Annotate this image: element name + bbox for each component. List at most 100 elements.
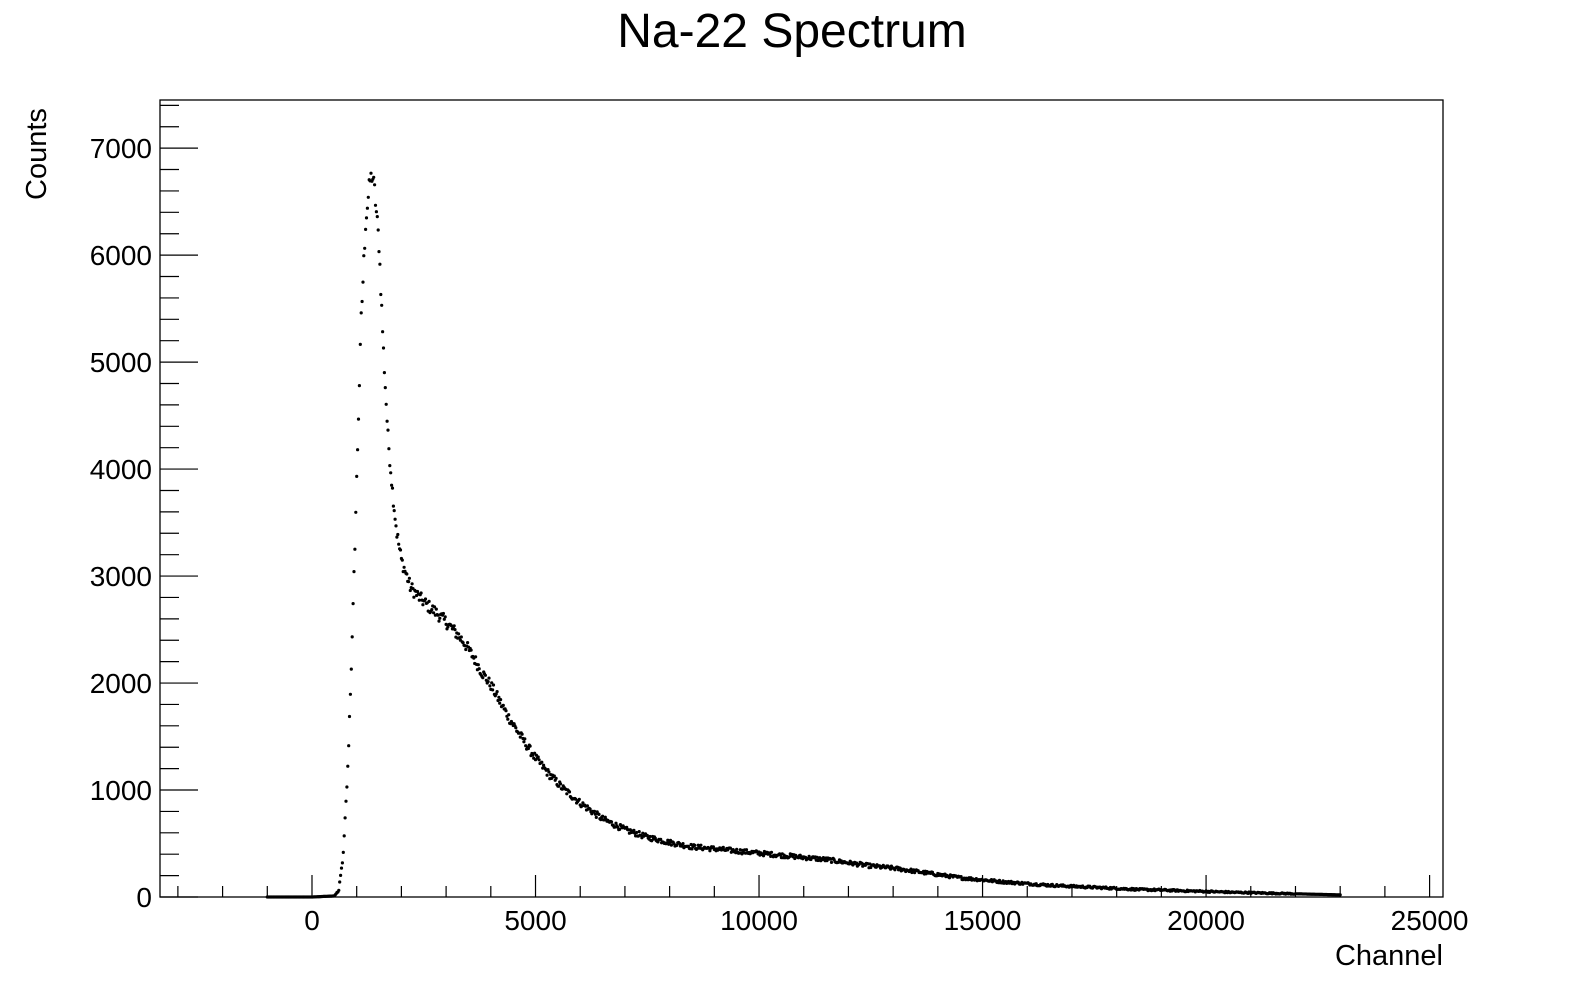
y-tick-label: 0 xyxy=(136,882,152,913)
data-point xyxy=(761,854,766,858)
data-point xyxy=(536,755,540,759)
data-point xyxy=(735,847,739,851)
y-tick-label: 6000 xyxy=(90,240,152,271)
data-point xyxy=(344,799,348,803)
data-point xyxy=(461,641,465,645)
data-point xyxy=(393,517,397,521)
data-point xyxy=(369,171,373,175)
data-point xyxy=(437,619,441,623)
data-point xyxy=(356,448,360,452)
data-point xyxy=(666,838,670,842)
data-point xyxy=(520,732,524,736)
data-point xyxy=(351,602,355,606)
data-point xyxy=(417,598,421,602)
data-point xyxy=(769,850,774,854)
data-point xyxy=(708,849,712,853)
data-point xyxy=(656,840,660,844)
y-tick-label: 1000 xyxy=(90,775,152,806)
x-tick-label: 20000 xyxy=(1167,905,1245,936)
y-axis-label: Counts xyxy=(21,108,53,200)
x-tick-label: 10000 xyxy=(720,905,798,936)
data-point xyxy=(496,698,500,703)
data-point xyxy=(593,812,598,816)
data-point xyxy=(386,428,390,432)
data-point xyxy=(469,648,473,652)
data-point xyxy=(434,607,438,611)
data-point xyxy=(459,635,463,639)
data-point xyxy=(339,873,343,878)
data-point xyxy=(501,703,505,708)
data-point xyxy=(384,402,388,406)
data-point xyxy=(407,576,411,580)
data-point xyxy=(577,797,581,801)
data-point xyxy=(380,303,384,307)
data-point xyxy=(427,599,431,604)
data-point xyxy=(347,744,351,748)
x-tick-label: 25000 xyxy=(1391,905,1469,936)
data-point xyxy=(537,758,541,762)
data-point xyxy=(699,843,703,847)
data-point xyxy=(546,768,550,772)
data-point xyxy=(402,565,406,569)
data-point xyxy=(398,548,403,552)
data-point xyxy=(744,848,749,852)
data-point xyxy=(614,821,618,825)
data-point xyxy=(387,447,391,451)
data-point xyxy=(378,262,382,266)
data-point xyxy=(526,746,531,751)
data-point xyxy=(816,858,820,863)
data-point xyxy=(581,801,585,805)
data-point xyxy=(436,613,440,617)
data-point xyxy=(423,597,428,601)
data-point xyxy=(366,195,370,199)
x-tick-label: 15000 xyxy=(944,905,1022,936)
data-point xyxy=(358,342,362,346)
data-point xyxy=(405,572,409,576)
data-point xyxy=(347,714,352,719)
data-point xyxy=(490,681,494,685)
data-point xyxy=(491,688,495,692)
data-point xyxy=(554,776,558,781)
data-point xyxy=(959,875,963,879)
data-point xyxy=(350,635,354,639)
data-point xyxy=(565,792,569,796)
data-point xyxy=(497,695,501,699)
data-point xyxy=(449,624,454,628)
data-point xyxy=(337,888,341,892)
data-point xyxy=(407,580,411,584)
data-point xyxy=(464,647,468,652)
data-point xyxy=(523,737,527,741)
data-point xyxy=(395,535,399,539)
data-point xyxy=(487,676,491,680)
data-point xyxy=(432,605,437,609)
plot-frame xyxy=(159,99,1444,898)
data-point xyxy=(574,797,578,801)
data-point xyxy=(669,843,674,847)
data-point xyxy=(528,744,532,748)
data-point xyxy=(618,827,622,832)
data-point xyxy=(495,690,499,694)
data-point xyxy=(430,608,434,612)
data-point xyxy=(588,807,592,811)
data-point xyxy=(452,624,456,628)
data-point xyxy=(419,591,423,595)
data-point xyxy=(721,845,725,850)
data-point xyxy=(377,250,381,254)
data-point xyxy=(391,504,395,508)
data-point xyxy=(364,216,369,220)
data-point xyxy=(360,299,364,304)
data-point xyxy=(507,713,511,717)
data-point xyxy=(639,833,643,837)
x-tick-label: 5000 xyxy=(504,905,566,936)
data-point xyxy=(522,740,526,744)
data-point xyxy=(675,843,679,848)
axis-ticks xyxy=(160,104,1431,898)
data-point xyxy=(390,483,394,487)
data-point xyxy=(545,773,549,777)
data-point xyxy=(381,330,385,334)
data-point xyxy=(641,831,645,835)
data-point xyxy=(376,228,380,232)
data-point xyxy=(829,860,834,865)
data-point xyxy=(648,834,652,839)
